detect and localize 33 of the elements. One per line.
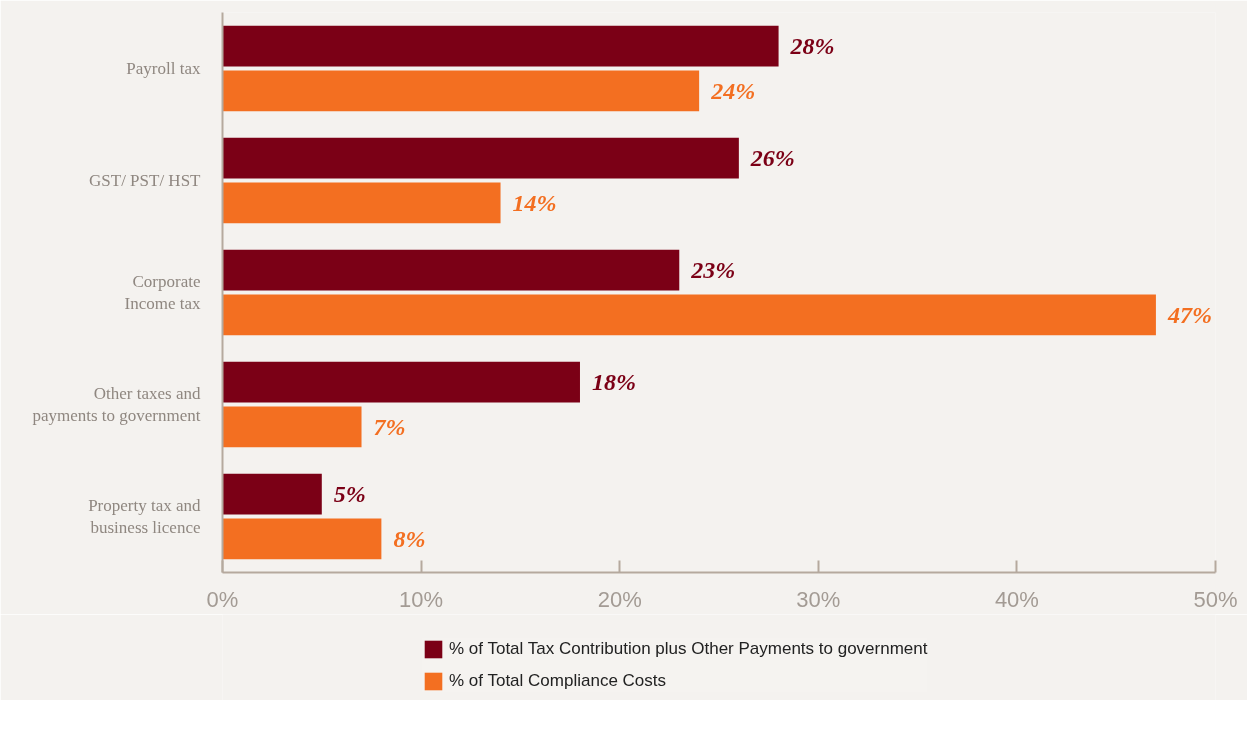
data-label: 8% — [393, 525, 426, 552]
data-label: 18% — [591, 369, 636, 396]
y-tick-label: Property tax and business licence — [88, 495, 201, 538]
bar — [222, 406, 362, 448]
data-label: 47% — [1166, 301, 1212, 328]
x-tick-label: 30% — [796, 586, 841, 612]
bar — [222, 182, 501, 224]
bar — [222, 294, 1156, 336]
data-label: 14% — [512, 189, 557, 216]
x-tick-label: 0% — [206, 586, 239, 612]
x-tick-label: 40% — [994, 586, 1039, 612]
data-label: 24% — [710, 77, 756, 104]
x-tick-label: 10% — [399, 586, 444, 612]
y-tick-label: GST/ PST/ HST — [89, 171, 202, 190]
y-tick-label: Corporate Income tax — [124, 271, 201, 314]
data-label: 7% — [373, 413, 406, 440]
data-label: 26% — [749, 145, 795, 172]
bar — [222, 518, 382, 560]
bar — [222, 137, 739, 179]
legend-label: % of Total Tax Contribution plus Other Payments to government — [449, 639, 928, 659]
data-label: 23% — [690, 257, 736, 284]
y-tick-label: Other taxes and payments to government — [32, 383, 201, 426]
bar — [222, 361, 580, 403]
y-tick-label: Payroll tax — [126, 59, 201, 78]
x-tick-label: 50% — [1193, 586, 1238, 612]
bar — [222, 249, 680, 291]
bar — [222, 25, 779, 67]
bar — [222, 70, 700, 112]
legend-label: % of Total Compliance Costs — [449, 671, 667, 691]
data-label: 5% — [333, 481, 366, 508]
bar — [222, 473, 322, 515]
data-label: 28% — [789, 33, 835, 60]
x-tick-label: 20% — [597, 586, 642, 612]
